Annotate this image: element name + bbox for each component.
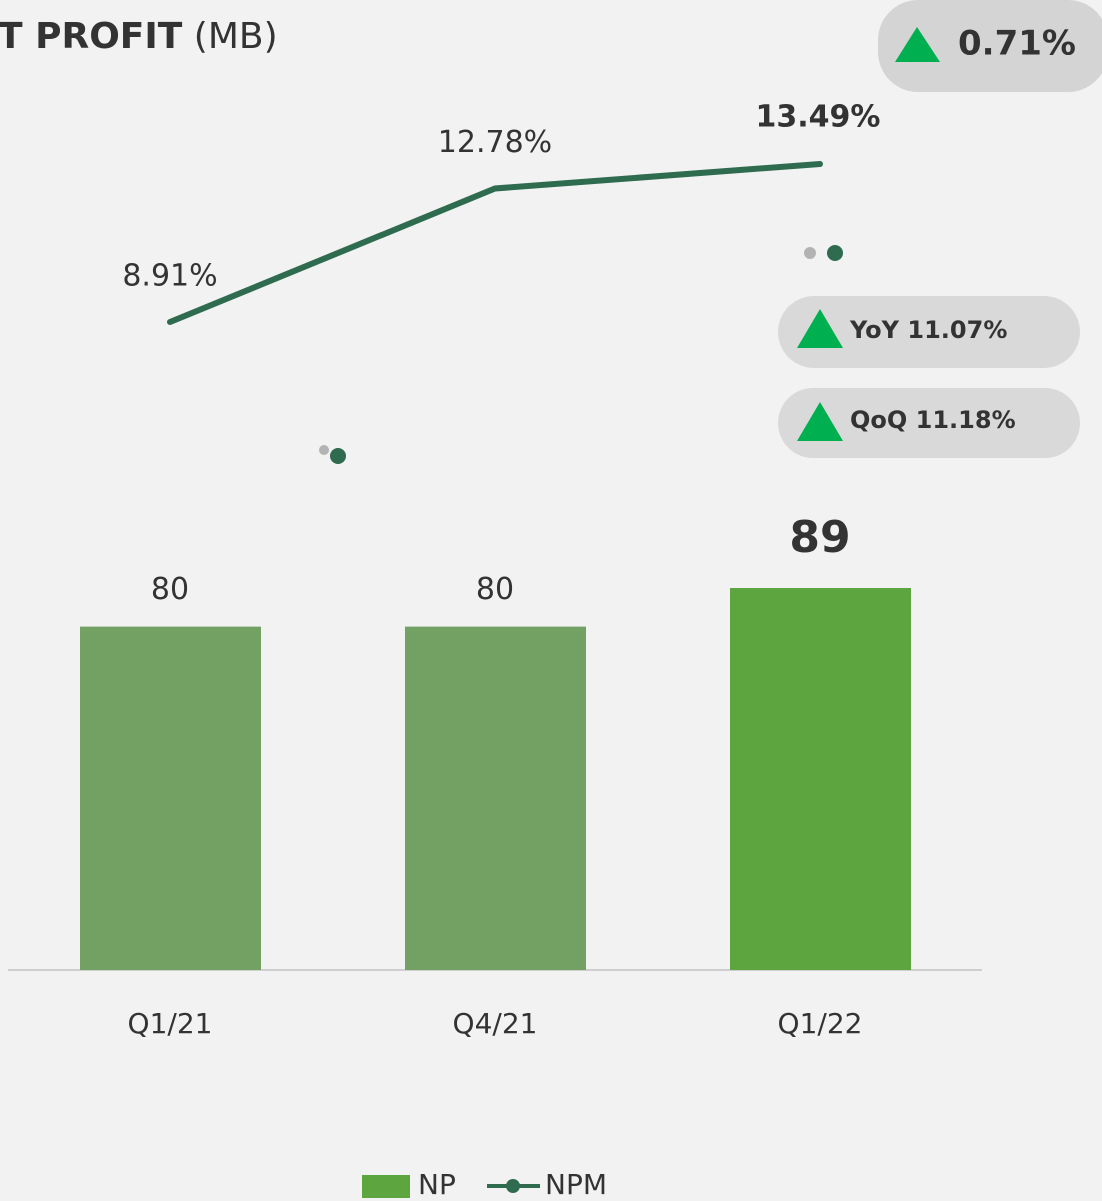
decor-dot [319, 445, 329, 455]
badge-text: YoY 11.07% [849, 316, 1007, 344]
decor-dot [804, 247, 816, 259]
x-tick-label: Q1/21 [128, 1007, 213, 1040]
badge-text: 0.71% [958, 24, 1076, 64]
decor-dot [330, 448, 346, 464]
bar [80, 626, 261, 970]
chart-title: T PROFIT (MB) [0, 16, 278, 57]
line-value-label: 13.49% [756, 100, 881, 135]
badge [878, 0, 1102, 92]
legend-label: NPM [545, 1168, 607, 1201]
bar-value-label: 80 [151, 572, 189, 607]
up-icon [797, 309, 843, 348]
x-tick-label: Q1/22 [778, 1007, 863, 1040]
line-value-label: 8.91% [122, 259, 217, 294]
badge-text: QoQ 11.18% [850, 406, 1016, 434]
npm-line [167, 161, 823, 325]
up-icon [895, 27, 940, 62]
decor-dot [827, 245, 843, 261]
badge [778, 388, 1080, 458]
title-main: T PROFIT [0, 16, 183, 57]
legend-label: NP [418, 1168, 456, 1201]
bar-value-label: 80 [476, 572, 514, 607]
x-tick-label: Q4/21 [453, 1007, 538, 1040]
bar [730, 588, 911, 970]
badge [778, 296, 1080, 368]
legend-swatch [362, 1175, 410, 1198]
bar-value-label: 89 [789, 512, 850, 563]
line-value-label: 12.78% [438, 125, 552, 160]
title-unit: (MB) [194, 16, 278, 57]
up-icon [797, 402, 843, 441]
legend-marker [506, 1179, 520, 1193]
bar [405, 626, 586, 970]
